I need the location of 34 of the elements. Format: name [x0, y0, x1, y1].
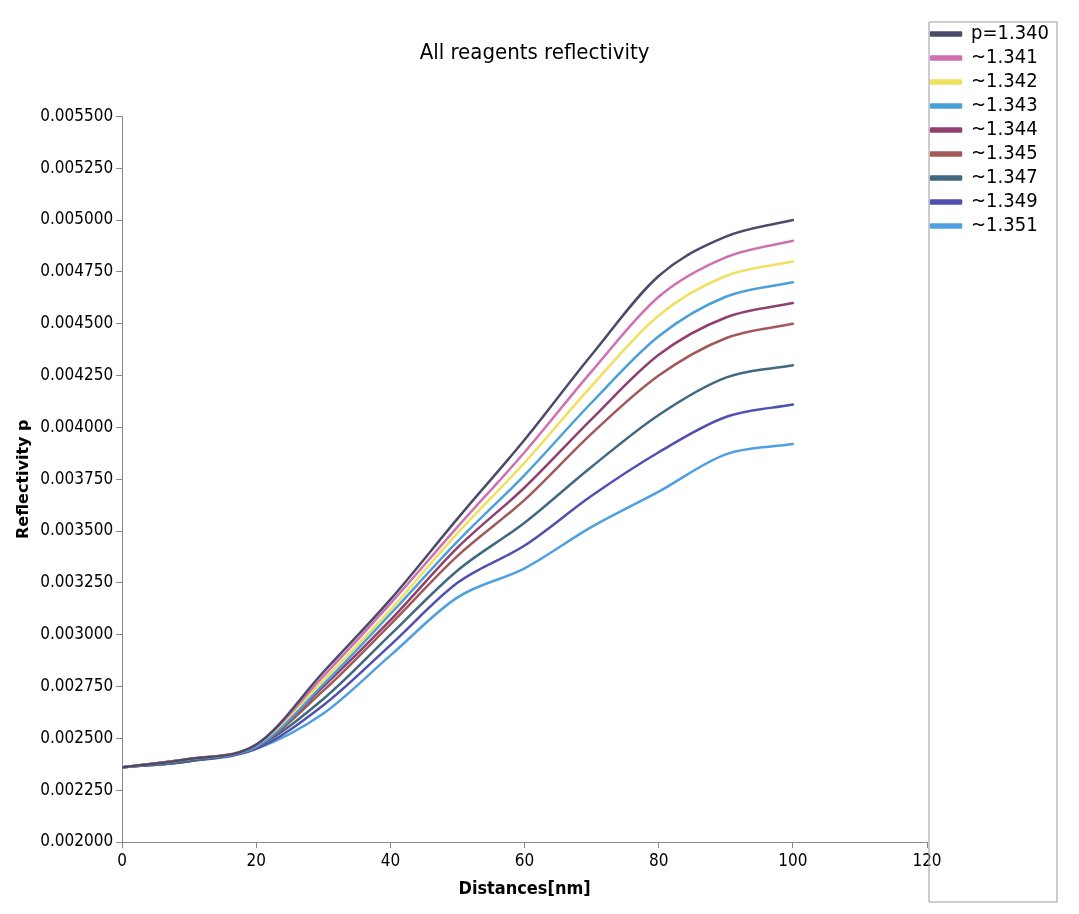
x-axis-title: Distances[nm]: [458, 876, 591, 898]
legend-label: ~1.341: [971, 44, 1038, 69]
y-tick-label: 0.004750: [40, 260, 114, 281]
x-tick-label: 20: [246, 849, 267, 870]
y-tick-label: 0.005000: [40, 208, 114, 229]
x-tick-label: 60: [514, 849, 535, 870]
y-tick-label: 0.004250: [40, 363, 114, 384]
x-tick-label: 120: [912, 849, 942, 870]
y-tick-label: 0.004000: [40, 415, 114, 436]
legend-label: ~1.343: [971, 92, 1038, 117]
y-tick-label: 0.004500: [40, 312, 114, 333]
y-tick-label: 0.003250: [40, 571, 114, 592]
x-tick-label: 100: [778, 849, 808, 870]
y-tick-label: 0.005250: [40, 156, 114, 177]
y-tick-label: 0.002000: [40, 830, 114, 851]
y-tick-label: 0.005500: [40, 104, 114, 125]
x-tick-label: 40: [380, 849, 401, 870]
y-axis-title: Reflectivity p: [12, 419, 32, 539]
legend-label: ~1.347: [971, 164, 1038, 189]
chart-title: All reagents reflectivity: [419, 38, 650, 64]
y-tick-label: 0.002750: [40, 674, 114, 695]
y-tick-label: 0.003750: [40, 467, 114, 488]
x-tick-label: 80: [648, 849, 669, 870]
y-tick-label: 0.003000: [40, 623, 114, 644]
x-tick-label: 0: [117, 849, 128, 870]
legend-label: ~1.344: [971, 116, 1038, 141]
y-tick-label: 0.002250: [40, 778, 114, 799]
legend-label: ~1.342: [971, 68, 1038, 93]
legend-label: ~1.351: [971, 212, 1038, 237]
legend-label: ~1.349: [971, 188, 1038, 213]
y-tick-label: 0.002500: [40, 726, 114, 747]
legend-label: p=1.340: [971, 20, 1049, 45]
y-tick-label: 0.003500: [40, 519, 114, 540]
legend-label: ~1.345: [971, 140, 1038, 165]
